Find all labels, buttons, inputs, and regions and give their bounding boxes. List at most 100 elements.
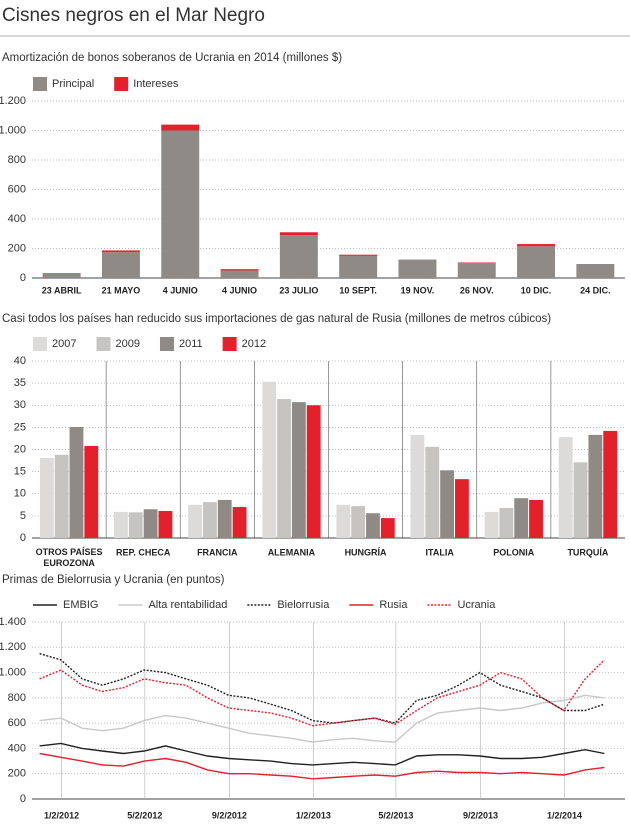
bar [128, 512, 143, 538]
bar-segment [42, 273, 81, 278]
x-tick-label: 5/2/2012 [127, 810, 162, 820]
x-tick-label: 1/2/2012 [44, 810, 79, 820]
bar-segment [457, 262, 496, 264]
y-tick-label: 600 [8, 717, 26, 729]
bar [291, 402, 306, 538]
y-tick-label: 1.400 [0, 616, 26, 628]
bar-segment [517, 244, 556, 247]
legend-label: 2007 [52, 338, 76, 350]
x-tick-label: 10 SEPT. [339, 285, 377, 295]
x-tick-label: ITALIA [426, 547, 455, 557]
bar-segment [220, 269, 259, 271]
bar [603, 430, 618, 538]
x-tick-label: 26 NOV. [460, 285, 494, 295]
y-tick-label: 200 [8, 242, 26, 254]
y-tick-label: 800 [8, 154, 26, 166]
x-tick-label: HUNGRÍA [345, 547, 387, 557]
y-tick-label: 5 [20, 510, 26, 522]
y-tick-label: 0 [20, 272, 26, 284]
x-tick-label: OTROS PAÍSES EUROZONA [36, 547, 103, 568]
bar [558, 437, 573, 538]
x-tick-label: 1/2/2014 [547, 810, 582, 820]
x-tick-label: 24 DIC. [580, 285, 611, 295]
y-tick-label: 25 [14, 421, 26, 433]
bar-segment [576, 263, 615, 278]
legend-swatch [33, 77, 47, 91]
bar [588, 434, 603, 538]
x-tick-label: 4 JUNIO [163, 285, 198, 295]
series-line [39, 694, 605, 743]
x-tick-label: 23 ABRIL [42, 285, 82, 295]
bar [514, 498, 529, 538]
y-tick-label: 400 [8, 742, 26, 754]
y-tick-label: 30 [14, 399, 26, 411]
bar [39, 457, 54, 538]
x-tick-label: 5/2/2013 [378, 810, 413, 820]
legend-swatch [96, 337, 111, 351]
series-line [39, 659, 605, 727]
x-tick-label: 21 MAYO [102, 285, 141, 295]
bar [114, 511, 128, 538]
bar-segment [339, 255, 378, 278]
bar [262, 381, 277, 538]
y-tick-label: 1.000 [0, 666, 26, 678]
bar [306, 405, 321, 538]
legend-label: Bielorrusia [277, 599, 330, 611]
x-tick-label: 9/2/2012 [212, 810, 247, 820]
x-tick-label: TURQUÍA [567, 547, 608, 557]
bar [425, 446, 440, 538]
bar [455, 479, 469, 538]
x-tick-label: POLONIA [493, 547, 535, 557]
bar [54, 454, 69, 538]
bar [351, 506, 366, 538]
legend-label: 2012 [242, 338, 266, 350]
bar-segment [339, 254, 378, 256]
bar [380, 518, 395, 538]
series-line [39, 752, 605, 780]
bar [366, 513, 380, 538]
x-tick-label: 10 DIC. [521, 285, 552, 295]
x-tick-label: 1/2/2013 [296, 810, 331, 820]
bar-segment [220, 270, 259, 278]
y-tick-label: 1.000 [0, 124, 26, 136]
bar [529, 499, 543, 538]
y-tick-label: 0 [20, 793, 26, 805]
legend-label: Alta rentabilidad [148, 599, 227, 611]
bar [573, 462, 588, 538]
bar-segment [279, 235, 318, 278]
series-line [39, 652, 605, 724]
x-tick-label: ALEMANIA [268, 547, 316, 557]
bar-segment [101, 252, 140, 278]
bar-segment [161, 124, 200, 131]
bar [484, 511, 499, 538]
x-tick-label: 9/2/2013 [463, 810, 498, 820]
y-tick-label: 35 [14, 377, 26, 389]
y-tick-label: 0 [20, 532, 26, 544]
y-tick-label: 40 [14, 355, 26, 367]
y-tick-label: 1.200 [0, 641, 26, 653]
bar [410, 434, 425, 538]
bar [232, 507, 247, 538]
chart-subtitle: Primas de Bielorrusia y Ucrania (en punt… [2, 574, 225, 586]
x-tick-label: 23 JULIO [279, 285, 318, 295]
legend-label: Intereses [133, 78, 179, 90]
bar-segment [398, 259, 437, 278]
legend-swatch [222, 337, 237, 351]
y-tick-label: 400 [8, 213, 26, 225]
bar-segment [517, 246, 556, 278]
bar [499, 507, 514, 538]
bar [217, 499, 232, 538]
x-tick-label: FRANCIA [197, 547, 238, 557]
y-tick-label: 600 [8, 183, 26, 195]
x-tick-label: 19 NOV. [401, 285, 435, 295]
x-tick-label: 4 JUNIO [222, 285, 257, 295]
y-tick-label: 800 [8, 692, 26, 704]
bar [158, 511, 173, 538]
bar [277, 399, 291, 538]
chart-subtitle: Amortización de bonos soberanos de Ucran… [2, 52, 342, 64]
legend-label: 2009 [115, 338, 139, 350]
bar-segment [457, 263, 496, 278]
bar-segment [279, 232, 318, 236]
bar-segment [101, 250, 140, 253]
legend-label: Ucrania [457, 599, 496, 611]
